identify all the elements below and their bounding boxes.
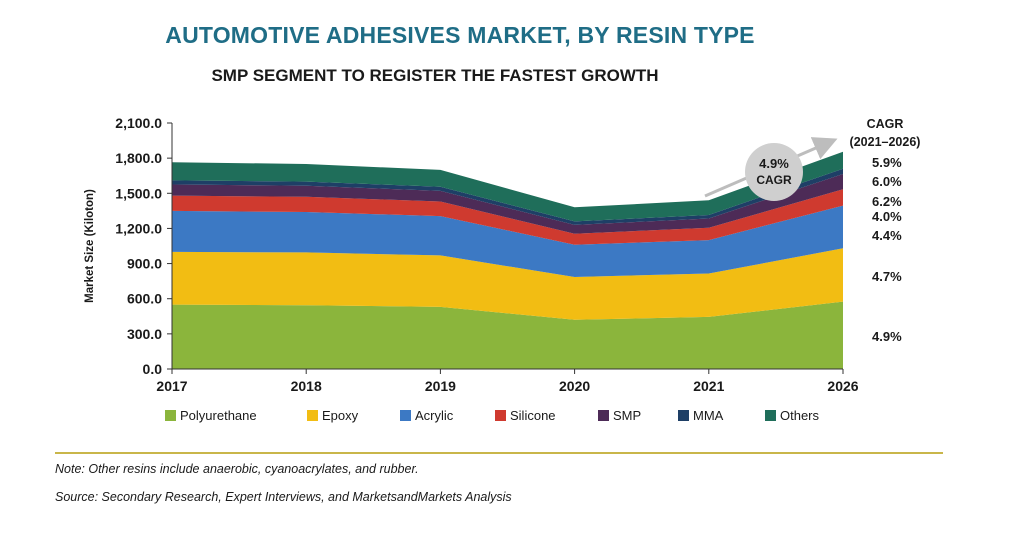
areas-group	[172, 151, 843, 369]
legend-item-smp: SMP	[598, 408, 641, 423]
y-tick-label: 600.0	[127, 291, 162, 307]
legend-item-polyurethane: Polyurethane	[165, 408, 257, 423]
chart-title: AUTOMOTIVE ADHESIVES MARKET, BY RESIN TY…	[165, 22, 755, 48]
cagr-period: (2021–2026)	[850, 135, 921, 149]
legend-label: Others	[780, 408, 820, 423]
area-smp	[172, 174, 843, 234]
divider-line	[55, 452, 943, 454]
stacked-area-chart: 0.0 300.0 600.0 900.0 1,200.0 1,500.0 1,800.0 2…	[84, 115, 921, 394]
cagr-value-label: 4.4%	[872, 228, 902, 243]
area-epoxy	[172, 248, 843, 320]
y-tick-label: 1,500.0	[115, 185, 162, 201]
labels-group: CAGR (2021–2026) 5.9% 6.0% 6.2%4.0% 4.4% 4.7% 4…	[704, 117, 921, 344]
legend-item-acrylic: Acrylic	[400, 408, 453, 423]
legend: Polyurethane Epoxy Acrylic Silicone SMP MMA Ot…	[0, 408, 1024, 430]
x-tick-label: 2018	[291, 378, 322, 394]
legend-swatch	[678, 410, 689, 421]
legend-swatch	[765, 410, 776, 421]
cagr-callout-value: 4.9%	[759, 156, 789, 171]
legend-label: Epoxy	[322, 408, 359, 423]
legend-item-epoxy: Epoxy	[307, 408, 358, 423]
legend-swatch	[495, 410, 506, 421]
cagr-value-label: 4.9%	[872, 329, 902, 344]
x-tick-label: 2021	[693, 378, 724, 394]
cagr-header: CAGR	[867, 117, 904, 131]
legend-label: MMA	[693, 408, 724, 423]
x-tick-label: 2017	[156, 378, 187, 394]
source-note: Source: Secondary Research, Expert Inter…	[55, 490, 512, 504]
area-silicone	[172, 189, 843, 245]
legend-swatch	[165, 410, 176, 421]
legend-item-mma: MMA	[678, 408, 723, 423]
legend-item-others: Others	[765, 408, 819, 423]
cagr-value-label: 4.0%	[872, 209, 902, 224]
cagr-value-label: 5.9%	[872, 155, 902, 170]
chart-subtitle: SMP SEGMENT TO REGISTER THE FASTEST GROW…	[211, 66, 659, 85]
area-polyurethane	[172, 301, 843, 369]
legend-label: SMP	[613, 408, 642, 423]
y-tick-label: 2,100.0	[115, 115, 162, 131]
y-tick-label: 900.0	[127, 256, 162, 272]
legend-item-silicone: Silicone	[495, 408, 556, 423]
cagr-value-label: 6.0%	[872, 174, 902, 189]
legend-label: Silicone	[510, 408, 556, 423]
cagr-callout-label: CAGR	[756, 173, 792, 187]
cagr-callout-circle	[745, 143, 803, 201]
cagr-value-label: 4.7%	[872, 269, 902, 284]
y-tick-label: 300.0	[127, 326, 162, 342]
legend-swatch	[598, 410, 609, 421]
y-tick-label: 1,200.0	[115, 220, 162, 236]
legend-label: Polyurethane	[180, 408, 257, 423]
legend-swatch	[307, 410, 318, 421]
x-tick-label: 2026	[827, 378, 858, 394]
legend-label: Acrylic	[415, 408, 454, 423]
area-others	[172, 151, 843, 222]
y-tick-label: 0.0	[143, 361, 163, 377]
x-tick-label: 2020	[559, 378, 590, 394]
cagr-value-label: 6.2%	[872, 194, 902, 209]
y-axis-title: Market Size (Kiloton)	[84, 189, 96, 303]
y-tick-label: 1,800.0	[115, 150, 162, 166]
footnote: Note: Other resins include anaerobic, cy…	[55, 462, 419, 476]
area-acrylic	[172, 205, 843, 277]
x-tick-label: 2019	[425, 378, 456, 394]
legend-swatch	[400, 410, 411, 421]
axes-group: 0.0 300.0 600.0 900.0 1,200.0 1,500.0 1,800.0 2…	[84, 115, 859, 394]
